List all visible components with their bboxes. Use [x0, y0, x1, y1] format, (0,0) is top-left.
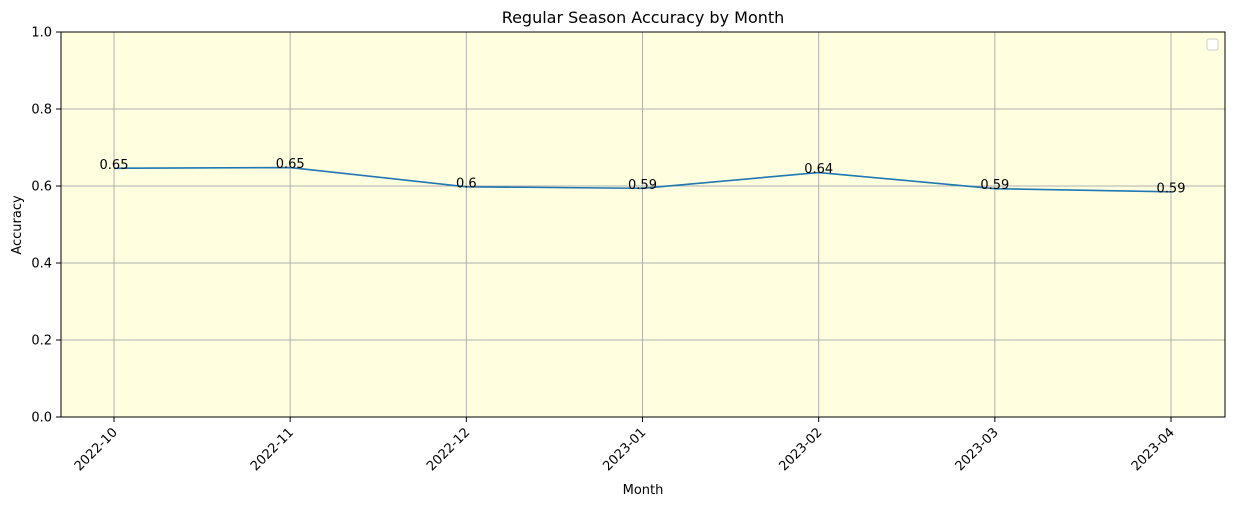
y-tick-label: 1.0	[31, 26, 52, 41]
y-axis: 0.0 0.2 0.4 0.6 0.8 1.0	[31, 26, 61, 426]
data-label: 0.65	[100, 158, 129, 173]
legend-box	[1206, 38, 1219, 51]
x-tick-label: 2022-10	[72, 425, 121, 474]
y-tick-label: 0.2	[31, 334, 52, 349]
x-tick-label: 2023-02	[776, 425, 825, 474]
data-label: 0.59	[980, 178, 1009, 193]
series-line	[113, 166, 1172, 193]
x-tick-label: 2023-04	[1129, 425, 1178, 474]
x-tick-label: 2022-12	[424, 425, 473, 474]
chart-title: Regular Season Accuracy by Month	[502, 8, 785, 27]
y-tick-label: 0.6	[31, 180, 52, 195]
x-axis: 2022-10 2022-11 2022-12 2023-01 2023-02 2023-…	[72, 417, 1178, 474]
x-tick-label: 2023-03	[953, 425, 1002, 474]
series-group	[113, 166, 1172, 193]
y-tick-label: 0.0	[31, 411, 52, 426]
y-axis-label: Accuracy	[10, 195, 25, 255]
data-label: 0.64	[804, 162, 833, 177]
data-label: 0.59	[1157, 181, 1186, 196]
x-axis-label: Month	[623, 483, 664, 498]
y-tick-label: 0.4	[31, 257, 52, 272]
data-label: 0.59	[628, 178, 657, 193]
y-tick-label: 0.8	[31, 103, 52, 118]
data-label: 0.6	[456, 176, 477, 191]
plot-frame	[60, 31, 1226, 418]
data-labels: 0.65 0.65 0.6 0.59 0.64 0.59 0.59	[100, 157, 1186, 196]
data-label: 0.65	[276, 157, 305, 172]
x-tick-label: 2022-11	[248, 425, 297, 474]
x-tick-label: 2023-01	[600, 425, 649, 474]
